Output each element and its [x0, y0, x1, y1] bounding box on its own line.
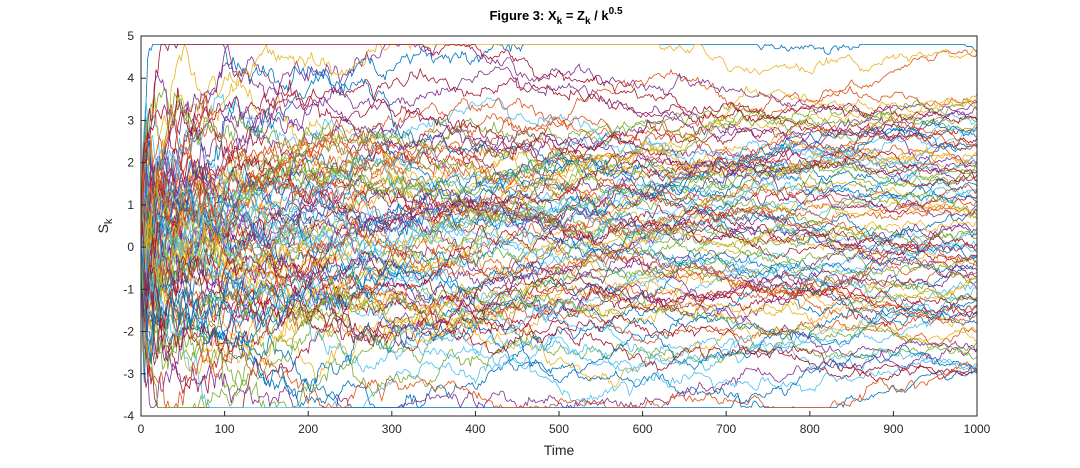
- series-line: [140, 247, 978, 409]
- series-line: [140, 204, 978, 362]
- series-line: [140, 93, 978, 295]
- y-tick-label: 4: [127, 71, 134, 85]
- series-line: [140, 68, 978, 248]
- series-line: [140, 95, 978, 328]
- series-line: [140, 247, 978, 409]
- y-tick-label: 0: [127, 240, 134, 254]
- x-tick-label: 700: [716, 422, 736, 436]
- series-line: [140, 246, 978, 409]
- series-line: [140, 247, 978, 398]
- series-line: [140, 163, 978, 378]
- x-tick-label: 1000: [964, 422, 991, 436]
- x-tick-label: 100: [215, 422, 235, 436]
- series-line: [140, 168, 978, 266]
- x-tick-label: 900: [883, 422, 903, 436]
- y-tick-label: -4: [123, 409, 134, 423]
- series-line: [140, 162, 978, 301]
- series-line: [140, 79, 978, 248]
- series-line: [140, 91, 978, 248]
- series-line: [140, 127, 978, 298]
- series-line: [140, 191, 978, 334]
- series-line: [140, 215, 978, 409]
- y-tick-label: -2: [123, 325, 134, 339]
- series-line: [140, 154, 978, 249]
- series-line: [140, 137, 978, 248]
- y-tick-label: 5: [127, 29, 134, 43]
- series-line: [140, 247, 978, 409]
- x-axis: 0 100 200 300 400 500 600 700 800 900 1000: [138, 411, 991, 436]
- series-line: [140, 115, 978, 296]
- x-tick-label: 500: [549, 422, 569, 436]
- y-tick-label: -1: [123, 282, 134, 296]
- series-line: [140, 238, 978, 365]
- x-tick-label: 800: [800, 422, 820, 436]
- y-tick-label: -3: [123, 367, 134, 381]
- plot-area: 0 100 200 300 400 500 600 700 800 900 1000 -4-3-2-…: [123, 29, 990, 436]
- x-tick-label: 600: [633, 422, 653, 436]
- series-line: [140, 150, 978, 248]
- series-line: [140, 43, 978, 248]
- series-line: [140, 139, 978, 328]
- series-line: [140, 116, 978, 269]
- series-line: [140, 141, 978, 281]
- x-tick-label: 300: [382, 422, 402, 436]
- series-line: [140, 195, 978, 325]
- series-line: [140, 125, 978, 252]
- series-line: [140, 220, 978, 334]
- series-line: [140, 123, 978, 248]
- series-line: [140, 166, 978, 331]
- series-line: [140, 143, 978, 295]
- series-line: [140, 197, 978, 302]
- series-line: [140, 247, 978, 346]
- series-line: [140, 60, 978, 248]
- series-line: [140, 247, 978, 383]
- series-line: [140, 221, 978, 314]
- chart-title: Figure 3: Xk = Zk / k0.5: [489, 6, 622, 27]
- y-tick-label: 2: [127, 156, 134, 170]
- series-line: [140, 43, 978, 248]
- series-line: [140, 186, 978, 315]
- series-line: [140, 142, 978, 271]
- y-tick-label: 3: [127, 113, 134, 127]
- series-line: [140, 113, 978, 250]
- series-line: [140, 43, 978, 248]
- series-group: [140, 43, 978, 409]
- y-axis: -4 -3 -2 -1 0 1 2 3 4 5: [123, 29, 146, 423]
- series-line: [140, 247, 978, 409]
- series-line: [140, 155, 978, 374]
- y-tick-label: 1: [127, 198, 134, 212]
- x-axis-label: Time: [544, 442, 575, 458]
- series-line: [140, 188, 978, 388]
- series-line: [140, 93, 978, 248]
- series-line: [140, 133, 978, 303]
- series-line: [140, 230, 978, 371]
- x-tick-label: 200: [298, 422, 318, 436]
- series-line: [140, 160, 978, 315]
- series-line: [140, 92, 978, 248]
- series-line: [140, 216, 978, 409]
- series-line: [140, 229, 978, 374]
- series-line: [140, 218, 978, 373]
- y-axis-label: Sk: [95, 218, 115, 233]
- x-tick-label: 400: [465, 422, 485, 436]
- series-line: [140, 43, 978, 248]
- series-line: [140, 235, 978, 352]
- x-tick-label: 0: [138, 422, 145, 436]
